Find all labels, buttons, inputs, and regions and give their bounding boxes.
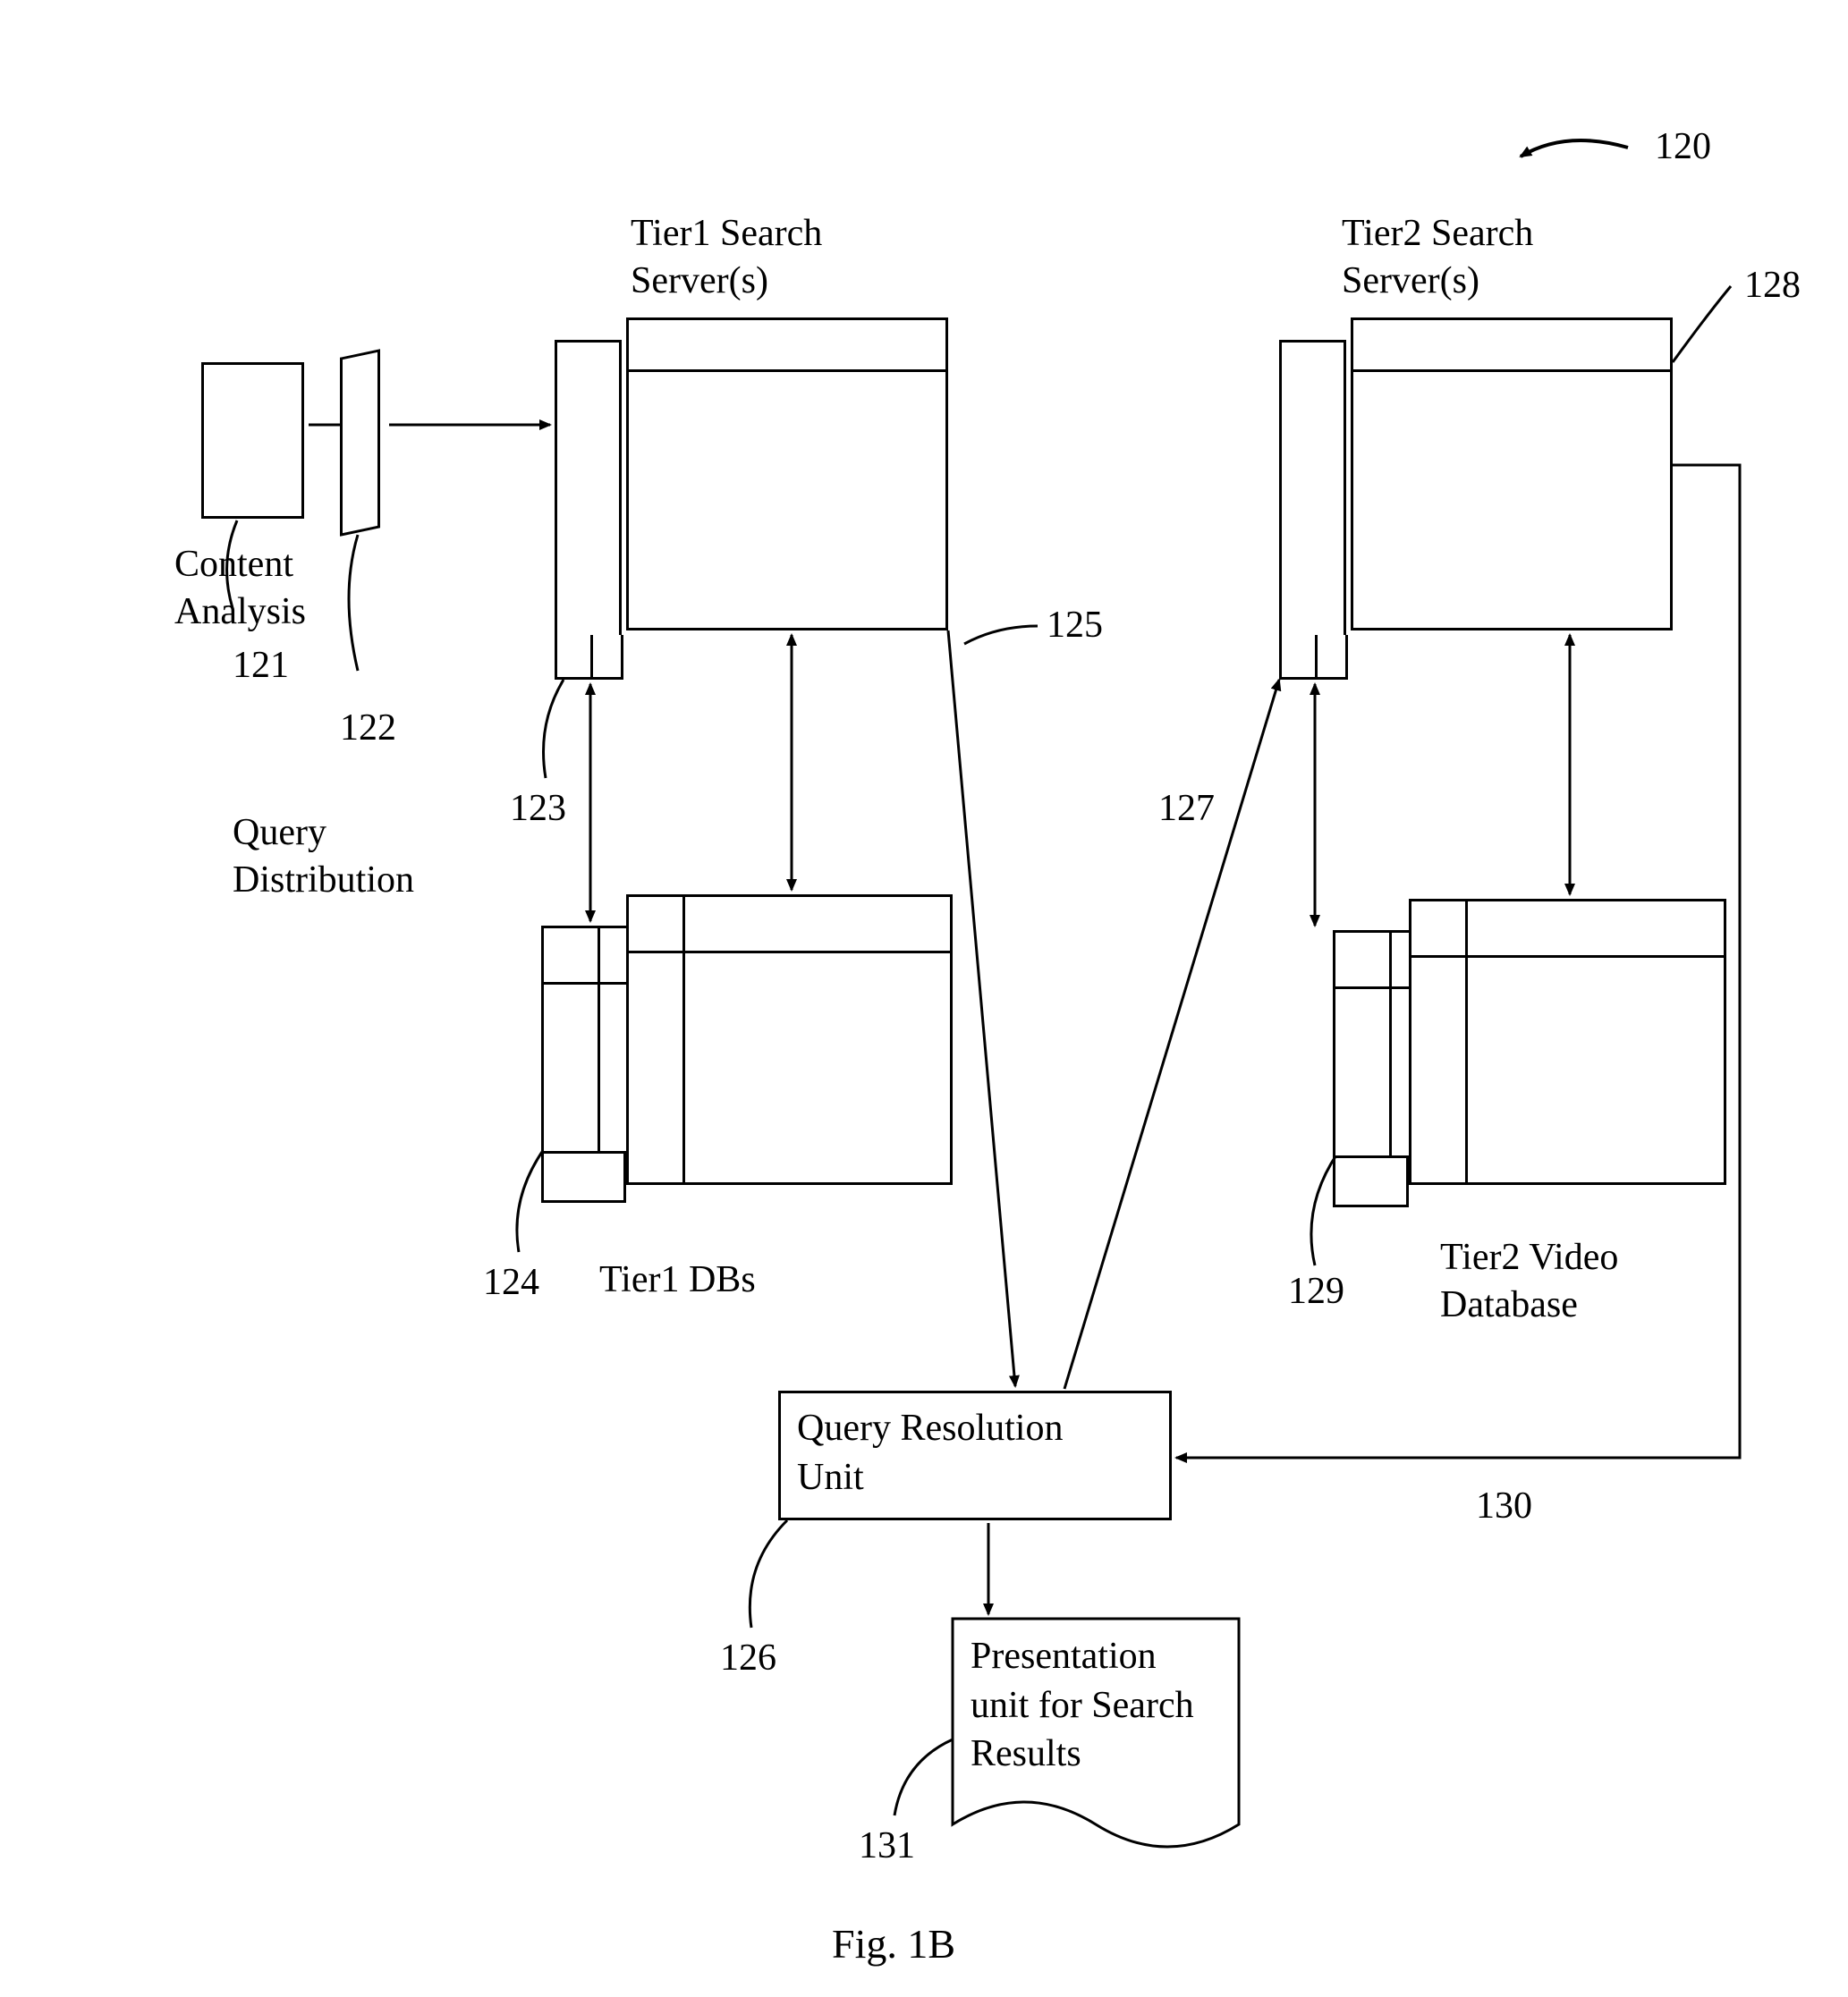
ref-124: 124 bbox=[483, 1261, 539, 1304]
content-analysis-node bbox=[201, 362, 304, 519]
query-resolution-unit: Query Resolution Unit bbox=[778, 1391, 1172, 1520]
diagram-canvas: 120 Content Analysis 121 122 Query Distr… bbox=[0, 0, 1848, 1997]
tier1-server-front bbox=[626, 317, 948, 630]
content-analysis-label: Content Analysis bbox=[174, 541, 306, 635]
ref-129: 129 bbox=[1288, 1270, 1344, 1313]
figure-caption: Fig. 1B bbox=[832, 1918, 955, 1970]
ref-127: 127 bbox=[1158, 787, 1215, 830]
ref-122: 122 bbox=[340, 707, 396, 749]
tier1-db-ledge bbox=[541, 1154, 626, 1203]
tier2-server-notch bbox=[1315, 635, 1348, 680]
tier2-server-front bbox=[1351, 317, 1673, 630]
ref-128: 128 bbox=[1744, 264, 1801, 307]
query-distribution-label: Query Distribution bbox=[233, 809, 414, 903]
qru-label: Query Resolution Unit bbox=[797, 1404, 1153, 1502]
query-distribution-node bbox=[340, 349, 380, 537]
ref-125: 125 bbox=[1047, 604, 1103, 647]
tier2-db-ledge bbox=[1333, 1158, 1409, 1207]
tier2-servers-label: Tier2 Search Server(s) bbox=[1342, 210, 1533, 304]
tier1-server-notch bbox=[590, 635, 623, 680]
tier2-server-back bbox=[1279, 340, 1346, 680]
tier1-dbs-label: Tier1 DBs bbox=[599, 1257, 756, 1304]
presentation-label: Presentation unit for Search Results bbox=[971, 1632, 1194, 1779]
ref-130: 130 bbox=[1476, 1485, 1532, 1527]
ref-126: 126 bbox=[720, 1637, 776, 1680]
ref-121: 121 bbox=[233, 644, 289, 687]
tier1-servers-label: Tier1 Search Server(s) bbox=[631, 210, 822, 304]
tier2-db-front bbox=[1409, 899, 1726, 1185]
ref-131: 131 bbox=[859, 1824, 915, 1867]
figure-ref-120: 120 bbox=[1655, 125, 1711, 168]
ref-123: 123 bbox=[510, 787, 566, 830]
tier2-db-label: Tier2 Video Database bbox=[1440, 1234, 1618, 1328]
tier1-db-front bbox=[626, 894, 953, 1185]
tier1-server-back bbox=[555, 340, 622, 680]
